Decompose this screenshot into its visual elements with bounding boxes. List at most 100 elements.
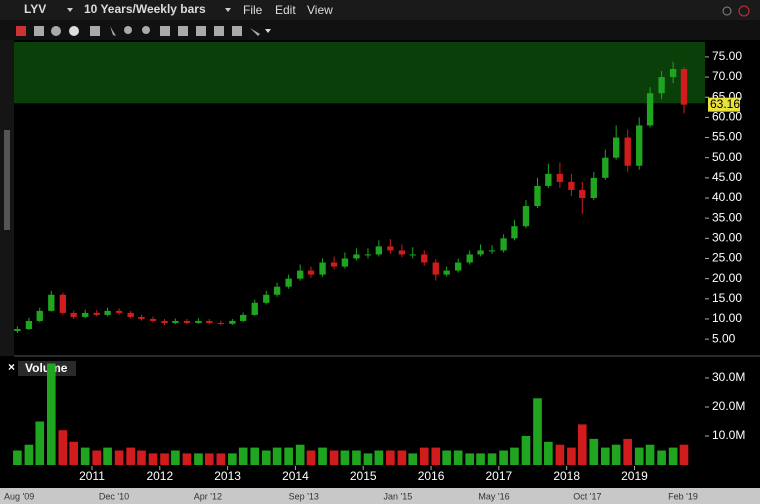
close-volume[interactable]: × xyxy=(8,360,15,374)
volume-bar xyxy=(363,453,373,465)
candle-body xyxy=(36,310,43,321)
volume-bar xyxy=(465,453,475,465)
y-tick-label: 15.00 xyxy=(712,291,742,305)
candle-body xyxy=(568,181,575,190)
volume-bar xyxy=(194,453,203,465)
x-tick-label: 2013 xyxy=(214,469,241,483)
volume-bar xyxy=(408,453,418,465)
menu-edit[interactable]: Edit xyxy=(275,3,296,17)
timeline-strip xyxy=(0,488,760,504)
candle-body xyxy=(590,177,597,199)
candle-body xyxy=(364,254,372,256)
volume-bar xyxy=(329,450,339,465)
candle-body xyxy=(353,254,360,259)
y-tick-label: 30.00 xyxy=(712,230,742,244)
dropdown-arrow[interactable] xyxy=(225,8,231,12)
volume-bar xyxy=(295,444,305,465)
volume-bar xyxy=(306,450,316,465)
timeline-label: Oct '17 xyxy=(573,491,601,501)
candle-body xyxy=(387,246,394,251)
volume-bar xyxy=(182,453,192,465)
tool[interactable] xyxy=(250,28,260,36)
y-tick-label: 75.00 xyxy=(712,49,742,63)
candle-body xyxy=(432,262,439,275)
candle-body xyxy=(285,278,292,287)
volume-bar xyxy=(623,438,633,465)
menu-view[interactable]: View xyxy=(307,3,333,17)
timeline-label: Apr '12 xyxy=(194,491,222,501)
tool[interactable] xyxy=(160,26,170,36)
candle-body xyxy=(149,318,157,321)
candle-body xyxy=(500,238,507,251)
tool[interactable] xyxy=(90,26,100,36)
candle-body xyxy=(161,320,168,323)
tool[interactable] xyxy=(16,26,26,36)
volume-bar xyxy=(35,421,45,465)
x-tick-label: 2018 xyxy=(553,469,580,483)
tool[interactable] xyxy=(214,26,224,36)
tool[interactable] xyxy=(196,26,206,36)
candle-body xyxy=(48,294,55,311)
candle-body xyxy=(59,294,66,313)
timeline-label: Jan '15 xyxy=(383,491,412,501)
toolbar xyxy=(0,20,760,40)
tool[interactable] xyxy=(69,26,79,36)
volume-bar xyxy=(510,447,519,465)
y-tick-label: 40.00 xyxy=(712,190,742,204)
candle-body xyxy=(454,262,462,271)
candle-body xyxy=(127,312,134,317)
y-tick-label: 60.00 xyxy=(712,110,742,124)
candle-body xyxy=(14,329,21,332)
volume-bar xyxy=(431,447,441,465)
y-tick-label: 70.00 xyxy=(712,69,742,83)
tool[interactable] xyxy=(51,26,61,36)
candle-body xyxy=(556,173,564,182)
y-tick-label: 25.00 xyxy=(712,251,742,265)
volume-bar xyxy=(284,447,293,465)
y-tick-label: 55.00 xyxy=(712,130,742,144)
period-selector[interactable]: 10 Years/Weekly bars xyxy=(84,2,206,16)
tool[interactable] xyxy=(265,29,271,33)
candle-body xyxy=(658,77,665,94)
volume-bar xyxy=(216,453,226,465)
menu-file[interactable]: File xyxy=(243,3,263,17)
volume-bar xyxy=(103,447,112,465)
y-tick-label: 20.0M xyxy=(712,399,745,413)
ticker[interactable]: LYV xyxy=(24,2,46,16)
tool[interactable] xyxy=(178,26,188,36)
candle-body xyxy=(240,314,247,321)
volume-bar xyxy=(521,435,531,465)
tool[interactable] xyxy=(124,26,132,34)
volume-bar xyxy=(340,450,350,465)
volume-bar xyxy=(442,450,451,465)
link-icon[interactable] xyxy=(738,5,750,17)
candle-body xyxy=(443,270,450,275)
tool[interactable] xyxy=(142,26,150,34)
last-price-tag xyxy=(708,97,740,112)
volume-bar xyxy=(453,450,463,465)
volume-bar xyxy=(544,441,553,465)
tool[interactable] xyxy=(110,26,116,36)
volume-bar xyxy=(657,450,666,465)
candle-body xyxy=(183,320,191,323)
scroll-thumb[interactable] xyxy=(4,130,10,230)
volume-bar xyxy=(567,447,576,465)
dropdown-arrow[interactable] xyxy=(67,8,73,12)
tool[interactable] xyxy=(232,26,242,36)
y-tick-label: 10.00 xyxy=(712,311,742,325)
volume-bar xyxy=(533,398,542,465)
candle-body xyxy=(669,69,677,78)
settings-icon[interactable] xyxy=(722,6,732,16)
candle-body xyxy=(612,137,620,158)
volume-bar xyxy=(374,450,384,465)
plot-layer: 5.00 10.00 15.00 20.00 25.00 30.00 35.00 40.00 4… xyxy=(4,42,745,501)
candle-body xyxy=(229,320,236,324)
volume-bar xyxy=(589,438,599,465)
candle-body xyxy=(307,270,315,275)
timeline-label: Aug '09 xyxy=(4,491,34,501)
tool[interactable] xyxy=(34,26,44,36)
volume-bar xyxy=(80,447,90,465)
volume-bar xyxy=(228,453,237,465)
volume-bar xyxy=(577,424,587,465)
